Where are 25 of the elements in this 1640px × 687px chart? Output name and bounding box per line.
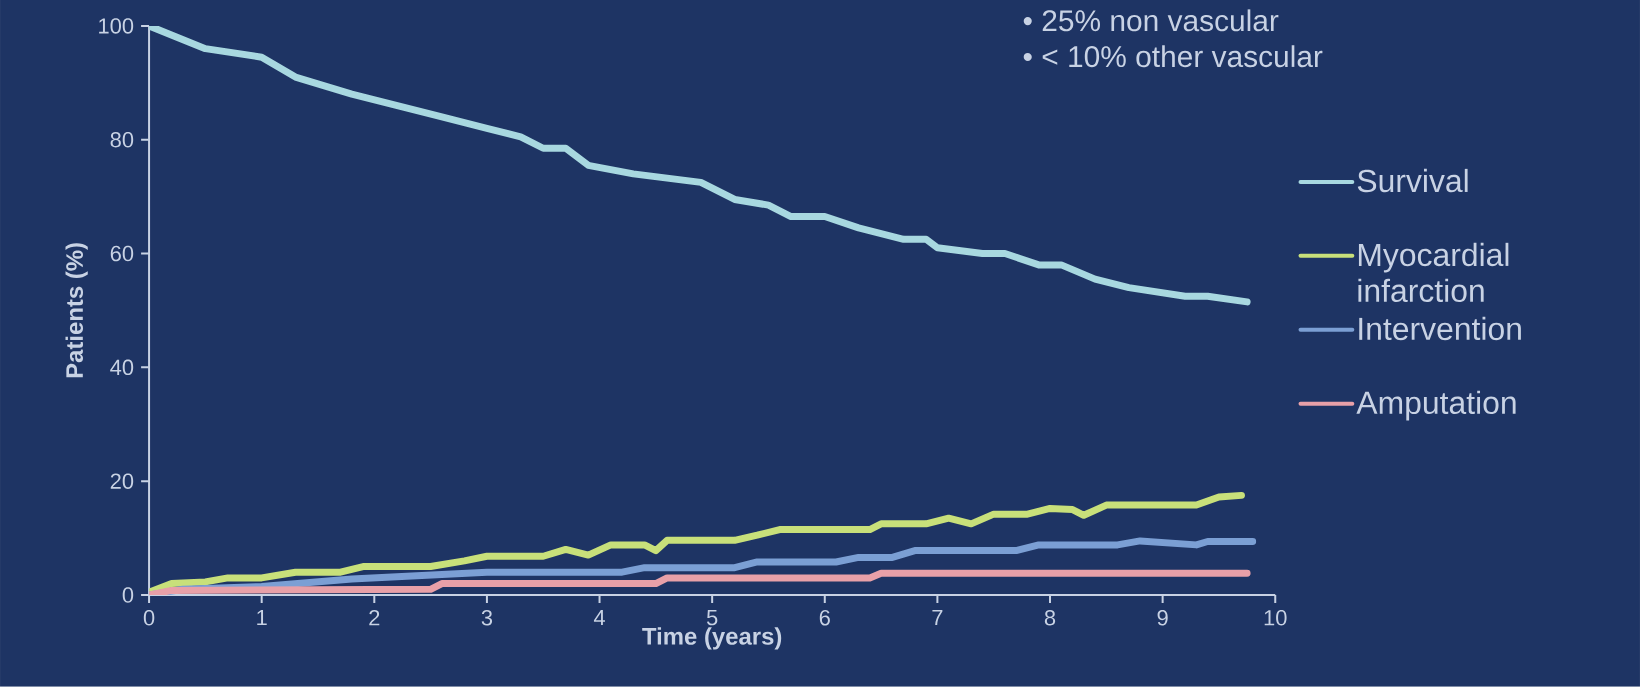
x-tick-label: 8 [1044,610,1056,626]
x-tick-label: 3 [481,610,493,626]
x-tick-label: 5 [706,610,718,626]
legend-label: Myocardial infarction [1358,242,1509,303]
legend-label: Survival [1357,169,1468,193]
y-tick-label: 100 [99,18,134,34]
x-tick-label: 2 [369,610,380,626]
y-tick-label: 40 [110,359,134,376]
legend-label: Amputation [1356,390,1516,421]
x-tick-label: 0 [143,610,155,626]
annotation: • 25% non vascular [1023,9,1279,32]
x-tick-label: 1 [257,610,267,626]
y-tick-label: 20 [110,473,134,490]
x-tick-label: 7 [932,610,943,626]
annotation: • < 10% other vascular [1023,45,1323,68]
x-tick-label: 9 [1157,610,1168,626]
legend-label: Intervention [1359,316,1521,341]
x-tick-label: 6 [819,610,830,626]
x-axis-title: Time (years) [642,627,782,650]
x-tick-label: 4 [593,610,605,626]
y-tick-label: 80 [110,132,134,148]
y-axis-title: Patients (%) [65,243,88,378]
y-tick-label: 60 [110,245,134,262]
y-tick-label: 0 [122,587,134,603]
x-tick-label: 10 [1264,610,1287,626]
